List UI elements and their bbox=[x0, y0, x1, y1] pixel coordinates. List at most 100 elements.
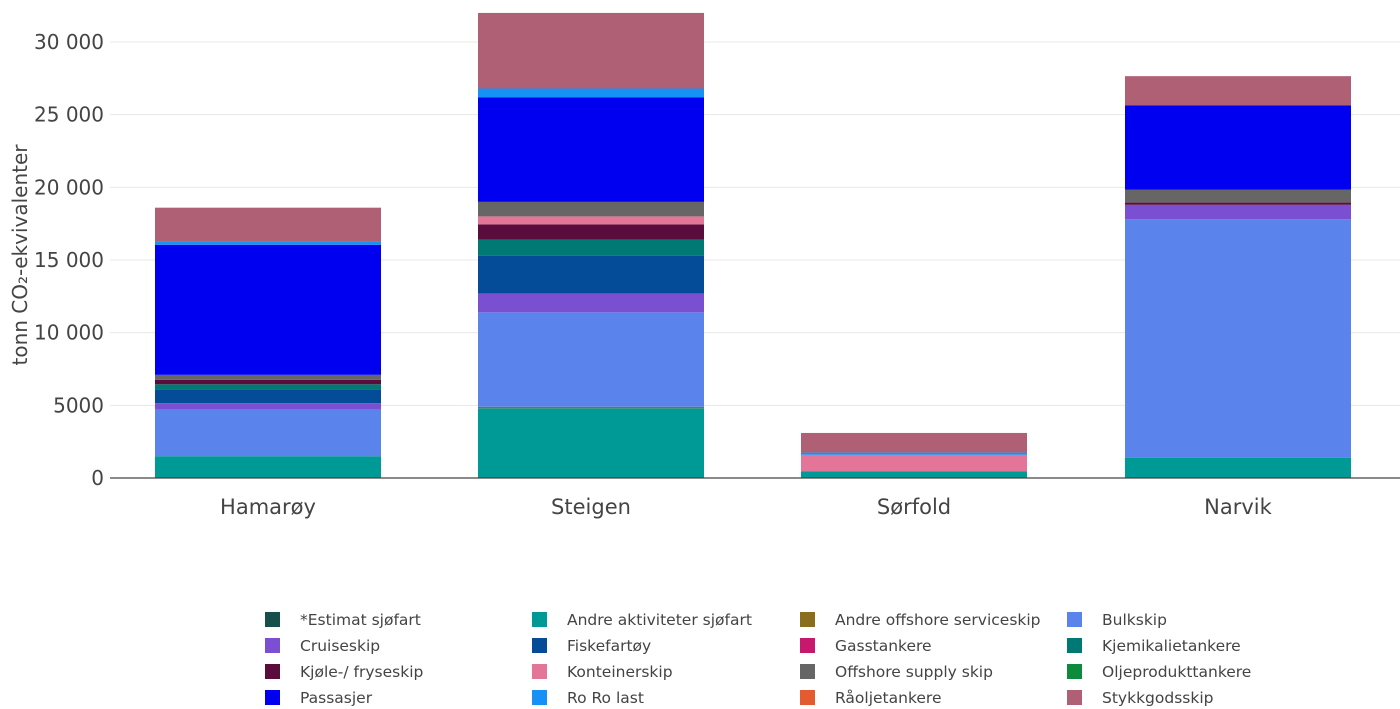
x-category-label: Hamarøy bbox=[220, 495, 316, 519]
bar-segment bbox=[155, 403, 381, 410]
legend-label: Oljeprodukttankere bbox=[1102, 663, 1251, 681]
bar-stack bbox=[1125, 76, 1351, 478]
bar-segment bbox=[155, 241, 381, 245]
x-category-label: Sørfold bbox=[877, 495, 951, 519]
bar-segment bbox=[155, 207, 381, 242]
bar-segment bbox=[478, 408, 704, 478]
legend-swatch bbox=[532, 690, 547, 705]
legend-label: Ro Ro last bbox=[567, 689, 644, 707]
legend-item[interactable]: Andre aktiviteter sjøfart bbox=[532, 611, 752, 629]
legend-label: Offshore supply skip bbox=[835, 663, 993, 681]
legend-label: Passasjer bbox=[300, 689, 373, 707]
bar-segment bbox=[801, 452, 1027, 455]
bar-segment bbox=[155, 379, 381, 385]
legend-label: Fiskefartøy bbox=[567, 637, 651, 655]
legend-item[interactable]: Cruiseskip bbox=[265, 637, 380, 655]
legend-item[interactable]: Stykkgodsskip bbox=[1067, 689, 1213, 707]
bar-segment bbox=[155, 456, 381, 478]
legend: *Estimat sjøfart Andre aktiviteter sjøfar… bbox=[265, 611, 1251, 707]
y-tick-label: 10 000 bbox=[34, 321, 104, 345]
legend-swatch bbox=[532, 664, 547, 679]
bar-stack bbox=[478, 12, 704, 478]
bar-segment bbox=[801, 454, 1027, 472]
legend-swatch bbox=[1067, 664, 1082, 679]
bar-segment bbox=[1125, 219, 1351, 458]
bar-segment bbox=[478, 293, 704, 313]
bar-segment bbox=[801, 432, 1027, 453]
bar-segment bbox=[1125, 457, 1351, 478]
bar-segment bbox=[478, 255, 704, 294]
bar-segment bbox=[478, 224, 704, 240]
legend-label: Stykkgodsskip bbox=[1102, 689, 1213, 707]
bar-segment bbox=[801, 471, 1027, 478]
legend-label: Bulkskip bbox=[1102, 611, 1167, 629]
legend-swatch bbox=[1067, 612, 1082, 627]
legend-label: Kjemikalietankere bbox=[1102, 637, 1241, 655]
bar-segment bbox=[155, 409, 381, 457]
legend-label: Andre aktiviteter sjøfart bbox=[567, 611, 752, 629]
x-category-label: Steigen bbox=[551, 495, 631, 519]
y-tick-labels: 0 5000 10 000 15 000 20 000 25 000 30 000 bbox=[34, 30, 104, 490]
legend-label: Kjøle-/ fryseskip bbox=[300, 663, 423, 681]
bar-segment bbox=[478, 12, 704, 89]
legend-item[interactable]: Ro Ro last bbox=[532, 689, 644, 707]
legend-swatch bbox=[265, 664, 280, 679]
category-labels: Hamarøy Steigen Sørfold Narvik bbox=[220, 495, 1273, 519]
legend-item[interactable]: Gasstankere bbox=[800, 637, 932, 655]
legend-item[interactable]: Oljeprodukttankere bbox=[1067, 663, 1251, 681]
bar-segment bbox=[155, 244, 381, 375]
bar-stack bbox=[155, 207, 381, 478]
y-tick-label: 15 000 bbox=[34, 248, 104, 272]
y-axis-label: tonn CO₂-ekvivalenter bbox=[8, 144, 32, 366]
legend-item[interactable]: Passasjer bbox=[265, 689, 373, 707]
bar-stack bbox=[801, 432, 1027, 478]
bar-segment bbox=[478, 216, 704, 225]
y-tick-label: 20 000 bbox=[34, 175, 104, 199]
legend-label: Råoljetankere bbox=[835, 689, 942, 707]
legend-swatch bbox=[265, 612, 280, 627]
legend-item[interactable]: Råoljetankere bbox=[800, 689, 942, 707]
bar-segment bbox=[478, 201, 704, 217]
x-category-label: Narvik bbox=[1204, 495, 1272, 519]
legend-swatch bbox=[800, 638, 815, 653]
legend-swatch bbox=[532, 612, 547, 627]
legend-item[interactable]: *Estimat sjøfart bbox=[265, 611, 421, 629]
bar-segment bbox=[478, 97, 704, 202]
bar-segment bbox=[478, 239, 704, 256]
y-tick-label: 25 000 bbox=[34, 103, 104, 127]
y-tick-label: 30 000 bbox=[34, 30, 104, 54]
legend-item[interactable]: Kjøle-/ fryseskip bbox=[265, 663, 423, 681]
bar-segment bbox=[155, 374, 381, 380]
legend-swatch bbox=[1067, 690, 1082, 705]
bar-segment bbox=[1125, 105, 1351, 190]
legend-item[interactable]: Kjemikalietankere bbox=[1067, 637, 1241, 655]
bar-segment bbox=[478, 406, 704, 409]
bar-segment bbox=[155, 389, 381, 404]
y-tick-label: 0 bbox=[91, 466, 104, 490]
legend-label: Gasstankere bbox=[835, 637, 932, 655]
legend-item[interactable]: Konteinerskip bbox=[532, 663, 673, 681]
legend-label: Konteinerskip bbox=[567, 663, 673, 681]
legend-item[interactable]: Andre offshore serviceskip bbox=[800, 611, 1041, 629]
y-tick-label: 5000 bbox=[53, 393, 104, 417]
bars bbox=[155, 12, 1351, 478]
legend-swatch bbox=[265, 690, 280, 705]
bar-segment bbox=[1125, 76, 1351, 106]
bar-segment bbox=[155, 384, 381, 390]
legend-swatch bbox=[800, 612, 815, 627]
legend-item[interactable]: Bulkskip bbox=[1067, 611, 1167, 629]
bar-segment bbox=[1125, 189, 1351, 203]
legend-item[interactable]: Offshore supply skip bbox=[800, 663, 993, 681]
legend-swatch bbox=[1067, 638, 1082, 653]
bar-segment bbox=[1125, 204, 1351, 220]
legend-item[interactable]: Fiskefartøy bbox=[532, 637, 651, 655]
legend-label: *Estimat sjøfart bbox=[300, 611, 421, 629]
legend-swatch bbox=[265, 638, 280, 653]
legend-swatch bbox=[800, 690, 815, 705]
legend-label: Andre offshore serviceskip bbox=[835, 611, 1041, 629]
legend-swatch bbox=[532, 638, 547, 653]
bar-segment bbox=[478, 88, 704, 98]
legend-swatch bbox=[800, 664, 815, 679]
